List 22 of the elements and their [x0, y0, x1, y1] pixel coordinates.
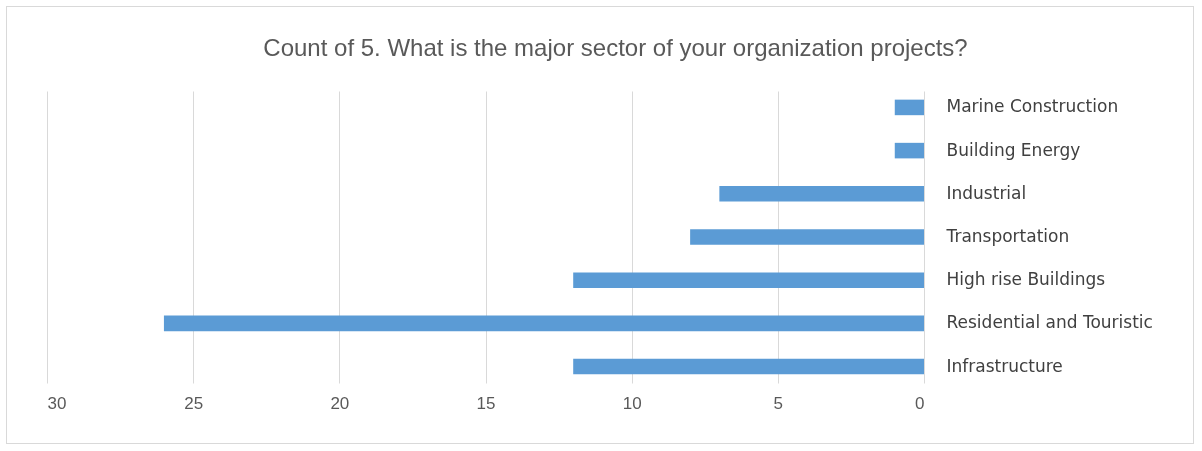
x-tick-label: 15: [476, 393, 496, 413]
x-tick-label: 0: [915, 393, 925, 413]
y-tick-label: Building Energy: [946, 139, 1081, 160]
bar: [573, 272, 924, 288]
x-tick-label: 10: [622, 393, 642, 413]
chart-title: Count of 5. What is the major sector of your organization projects?: [263, 34, 968, 61]
bar: [719, 186, 924, 202]
bar: [894, 142, 924, 159]
y-tick-label: Residential and Touristic: [946, 312, 1153, 333]
bar: [573, 358, 924, 375]
x-tick-label: 25: [184, 393, 204, 413]
x-tick-label: 30: [47, 393, 67, 413]
x-tick-label: 5: [773, 393, 784, 413]
y-tick-label: Infrastructure: [946, 355, 1063, 376]
bar: [690, 229, 924, 245]
x-tick-label: 20: [330, 393, 350, 413]
y-tick-label: Industrial: [946, 182, 1027, 203]
bar: [894, 99, 924, 116]
y-tick-label: Transportation: [945, 226, 1070, 246]
y-tick-label: High rise Buildings: [946, 269, 1106, 290]
y-tick-label: Marine Construction: [946, 96, 1119, 117]
bar: [163, 315, 924, 332]
